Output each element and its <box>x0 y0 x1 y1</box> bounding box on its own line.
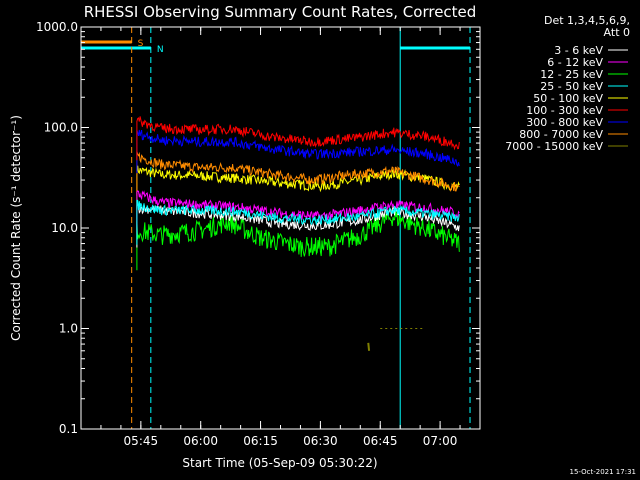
y-tick-label: 0.1 <box>59 422 78 436</box>
series-8 <box>367 328 425 351</box>
legend-label: 25 - 50 keV <box>540 80 603 93</box>
chart-title: RHESSI Observing Summary Count Rates, Co… <box>84 3 477 21</box>
legend-label: 800 - 7000 keV <box>519 128 603 141</box>
x-axis-label: Start Time (05-Sep-09 05:30:22) <box>182 456 377 470</box>
y-axis-label: Corrected Count Rate (s⁻¹ detector⁻¹) <box>9 115 23 341</box>
legend-label: 12 - 25 keV <box>540 68 603 81</box>
series-6-12-kev <box>136 190 460 234</box>
series-segment <box>367 342 371 351</box>
legend-label: 6 - 12 keV <box>547 56 603 69</box>
legend-label: 7000 - 15000 keV <box>505 140 603 153</box>
x-tick-label: 07:00 <box>423 434 458 448</box>
series-25-50-kev <box>136 199 460 245</box>
flag-label: N <box>157 45 164 55</box>
footer-date: 15-Oct-2021 17:31 <box>570 468 636 476</box>
y-tick-label: 10.0 <box>51 221 78 235</box>
axes: 0.1 1.0 10.0 100.0 1000.0 05:45 06:00 06:15 06:3… <box>36 20 481 448</box>
legend-label: 300 - 800 keV <box>526 116 603 129</box>
series-12-25-kev <box>136 209 460 271</box>
x-tick-label: 06:30 <box>303 434 338 448</box>
y-tick-label: 1000.0 <box>36 20 78 34</box>
x-tick-label: 06:45 <box>363 434 398 448</box>
series-100-300-kev <box>136 116 460 161</box>
legend-header: Att 0 <box>604 26 630 39</box>
series-300-800-kev <box>136 129 460 174</box>
x-tick-label: 05:45 <box>124 434 159 448</box>
legend-label: 100 - 300 keV <box>526 104 603 117</box>
flag-label: S <box>138 39 144 49</box>
x-tick-label: 06:15 <box>243 434 278 448</box>
y-tick-label: 1.0 <box>59 322 78 336</box>
legend-label: 3 - 6 keV <box>554 44 603 57</box>
y-tick-label: 100.0 <box>44 121 78 135</box>
series-800-7000-kev <box>136 151 460 196</box>
legend-label: 50 - 100 keV <box>533 92 603 105</box>
legend-header: Det 1,3,4,5,6,9, <box>544 14 630 27</box>
plot-area: SN <box>81 27 471 429</box>
x-tick-label: 06:00 <box>183 434 218 448</box>
